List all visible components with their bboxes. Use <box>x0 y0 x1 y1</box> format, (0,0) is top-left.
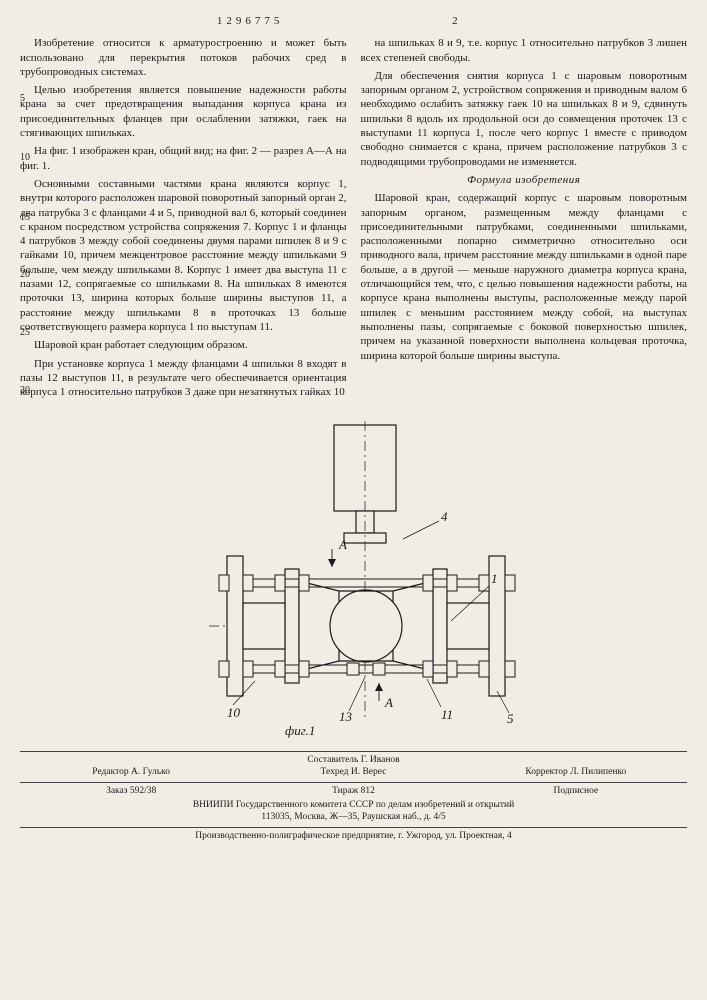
figure-caption: фиг.1 <box>285 723 315 738</box>
paragraph: Изобретение относится к арматуростроению… <box>20 36 347 79</box>
label-A: А <box>384 695 393 710</box>
paragraph: Основными составными частями крана являю… <box>20 177 347 334</box>
label-4: 4 <box>441 509 448 524</box>
line-number: 20 <box>20 268 30 281</box>
left-column: Изобретение относится к арматуростроению… <box>20 36 347 403</box>
figure-1: А А 4 1 10 13 11 5 фиг.1 <box>20 421 687 741</box>
editor: Редактор А. Гулько <box>20 767 242 779</box>
page-num: 2 <box>357 14 557 28</box>
label-1: 1 <box>491 571 498 586</box>
line-number: 15 <box>20 211 30 224</box>
line-number: 10 <box>20 151 30 164</box>
printer: Производственно-полиграфическое предприя… <box>20 831 687 843</box>
address: 113035, Москва, Ж—35, Раушская наб., д. … <box>20 812 687 824</box>
paragraph: Шаровой кран работает следующим образом. <box>20 338 347 352</box>
tech-editor: Техред И. Верес <box>242 767 464 779</box>
label-13: 13 <box>339 709 353 724</box>
label-5: 5 <box>507 711 514 726</box>
text-columns: Изобретение относится к арматуростроению… <box>20 36 687 403</box>
line-number: 5 <box>20 92 25 105</box>
paragraph: на шпильках 8 и 9, т.е. корпус 1 относит… <box>361 36 688 65</box>
label-10: 10 <box>227 705 241 720</box>
line-number: 25 <box>20 326 30 339</box>
composer: Составитель Г. Иванов <box>20 755 687 767</box>
paragraph: На фиг. 1 изображен кран, общий вид; на … <box>20 144 347 173</box>
corrector: Корректор Л. Пилипенко <box>465 767 687 779</box>
formula-title: Формула изобретения <box>361 173 688 187</box>
label-11: 11 <box>441 707 453 722</box>
org: ВНИИПИ Государственного комитета СССР по… <box>20 800 687 812</box>
footer: Составитель Г. Иванов Редактор А. Гулько… <box>20 751 687 842</box>
paragraph: При установке корпуса 1 между фланцами 4… <box>20 357 347 400</box>
line-number: 30 <box>20 384 30 397</box>
paragraph: Целью изобретения является повышение над… <box>20 83 347 140</box>
doc-number: 1296775 <box>150 14 350 28</box>
paragraph: Для обеспечения снятия корпуса 1 с шаров… <box>361 69 688 169</box>
label-A: А <box>338 537 347 552</box>
paragraph: Шаровой кран, содержащий корпус с шаровы… <box>361 191 688 363</box>
valve-diagram: А А 4 1 10 13 11 5 фиг.1 <box>189 421 519 741</box>
subscription: Подписное <box>465 786 687 798</box>
page-header: 1296775 2 <box>20 14 687 28</box>
tirage: Тираж 812 <box>242 786 464 798</box>
right-column: на шпильках 8 и 9, т.е. корпус 1 относит… <box>361 36 688 403</box>
order-no: Заказ 592/38 <box>20 786 242 798</box>
